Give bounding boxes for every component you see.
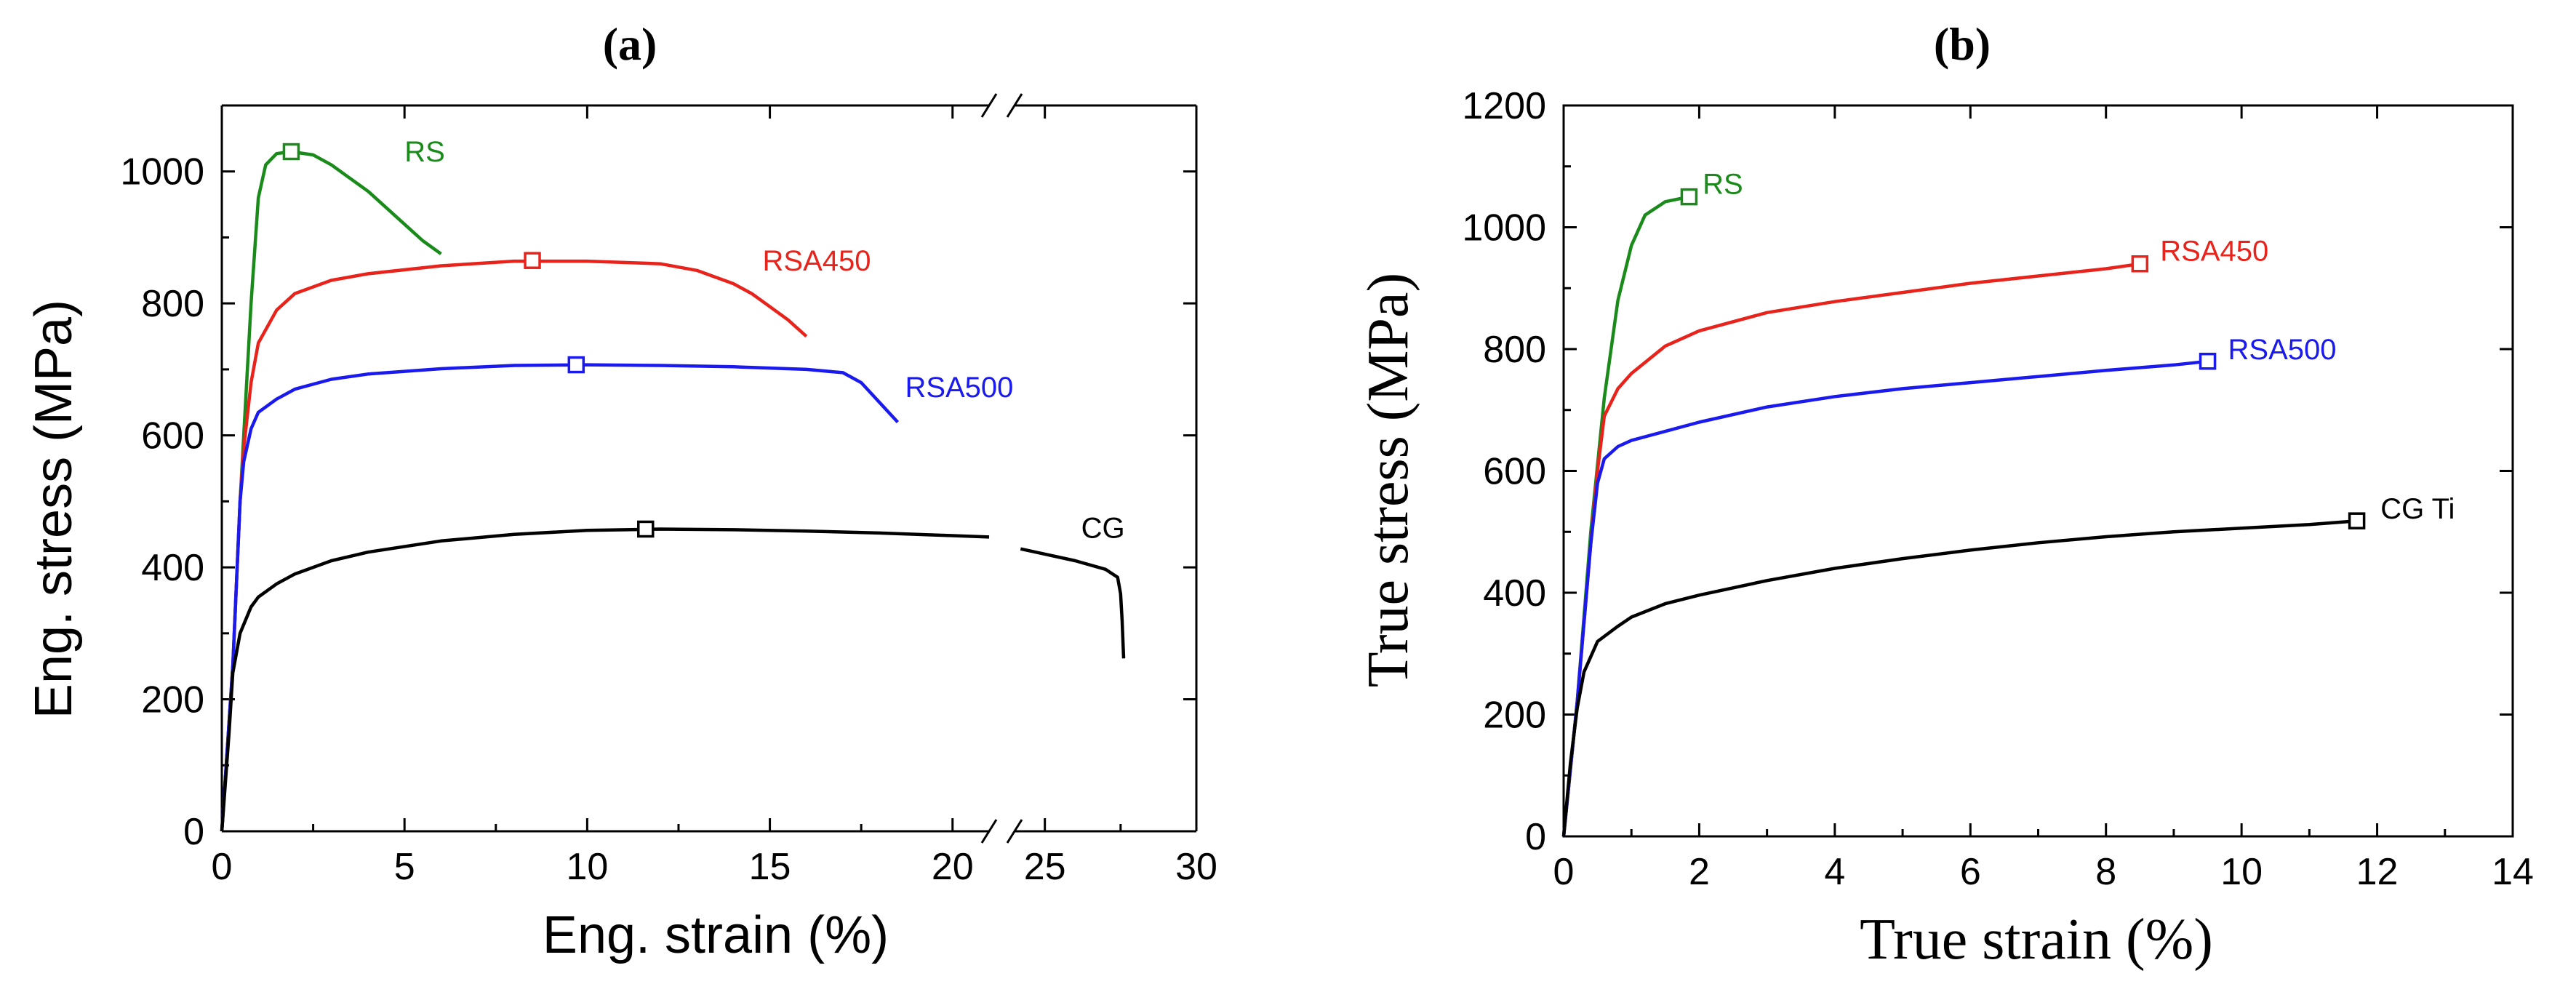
panel-a-x-tick-label: 15 [749,846,791,888]
panel-b-x-tick-label: 12 [2356,851,2399,893]
axis-break-mark [980,819,998,844]
axis-break-mark [1006,93,1023,118]
panel-b-y-tick-label: 800 [1483,329,1546,371]
panel-b-title: (b) [1934,18,1991,70]
panel-a-x-tick-label: 10 [566,846,608,888]
panel-b-series-cg-ti-marker [2348,512,2366,529]
panel-b-x-tick-label: 14 [2492,851,2534,893]
panel-b-series-rs-marker [1680,188,1698,206]
panel-a-series-rsa450-label: RSA450 [763,245,871,277]
panel-a-series-cg-label: CG [1081,512,1125,544]
panel-b-series-rsa450-marker [2131,255,2149,273]
panel-a-series-rs-label: RS [404,136,445,168]
panel-b-y-tick-label: 200 [1483,695,1546,737]
panel-a-series-cg-marker [637,520,655,538]
panel-b-x-tick-label: 4 [1824,851,1845,893]
panel-a-plot-area: 0 200 400 600 800 1000 0 5 10 15 20 25 30 RS RSA450 RSA… [120,93,1217,888]
panel-a-y-tick-label: 0 [183,811,204,853]
panel-b-x-tick-label: 10 [2220,851,2263,893]
panel-b-series-rsa450-line [1561,262,2140,837]
panel-a-y-tick-label: 200 [141,679,204,721]
panel-a-series-rs-line [220,150,442,832]
panel-b-y-axis-label: True stress (MPa) [1356,273,1420,687]
panel-b-frame [1562,104,2514,838]
panel-a-x-tick-label: 0 [212,846,233,888]
panel-a-series-rsa450-line [220,259,808,832]
panel-b-y-tick-label: 0 [1525,816,1546,858]
panel-a-chart: (a) 0 200 400 600 800 1000 0 5 10 15 20 25 30 RS RSA45… [25,18,1217,964]
panel-b-y-tick-label: 400 [1483,572,1546,615]
panel-b-chart: (b) 0 200 400 600 800 1000 1200 0 2 4 6 8 10 12 14 RS RS… [1356,18,2534,972]
panel-b-series-rsa450-label: RSA450 [2160,236,2268,268]
panel-a-series-cg-line [220,527,990,832]
panel-a-series-rsa500-marker [567,356,585,374]
panel-b-y-tick-label: 600 [1483,451,1546,493]
panel-a-y-tick-label: 1000 [120,151,204,193]
panel-a-x-tick-label: 20 [932,846,974,888]
panel-b-y-tick-label: 1200 [1462,85,1546,127]
panel-b-series-cg-ti-label: CG Ti [2380,493,2455,525]
axis-break-mark [1006,819,1023,844]
panel-b-series-cg-ti-line [1561,519,2357,837]
panel-a-y-tick-label: 800 [141,283,204,325]
panel-b-series-rsa500-marker [2199,353,2217,370]
panel-b-series-rs-label: RS [1703,168,1743,200]
panel-b-x-axis-label: True strain (%) [1860,908,2213,972]
panel-a-y-tick-label: 400 [141,547,204,589]
panel-b-x-tick-label: 6 [1960,851,1981,893]
panel-b-y-tick-label: 1000 [1462,207,1546,249]
panel-a-series-rsa500-label: RSA500 [905,372,1013,404]
panel-a-y-tick-label: 600 [141,415,204,457]
panel-b-series-rs-line [1561,195,1689,837]
axis-break-mark [980,93,998,118]
panel-a-series-cg-line-after-break [1020,547,1126,659]
panel-b-series-rsa500-line [1561,359,2208,837]
panel-a-series-rsa500-line [220,363,900,832]
panel-b-x-tick-label: 0 [1553,851,1575,893]
panel-a-series-rsa450-marker [524,252,541,269]
panel-a-x-tick-label: 30 [1175,846,1217,888]
panel-b-x-tick-label: 8 [2095,851,2116,893]
panel-a-x-axis-label: Eng. strain (%) [543,906,889,964]
panel-b-plot-area: 0 200 400 600 800 1000 1200 0 2 4 6 8 10 12 14 RS RSA450… [1462,85,2534,893]
panel-a-x-tick-label: 25 [1024,846,1066,888]
panel-a-title: (a) [603,18,657,70]
panel-a-x-tick-label: 5 [394,846,415,888]
panel-b-x-tick-label: 2 [1689,851,1710,893]
panel-a-series-rs-marker [282,143,300,161]
panel-b-series-rsa500-label: RSA500 [2228,334,2337,366]
panel-a-y-axis-label: Eng. stress (MPa) [25,300,83,719]
